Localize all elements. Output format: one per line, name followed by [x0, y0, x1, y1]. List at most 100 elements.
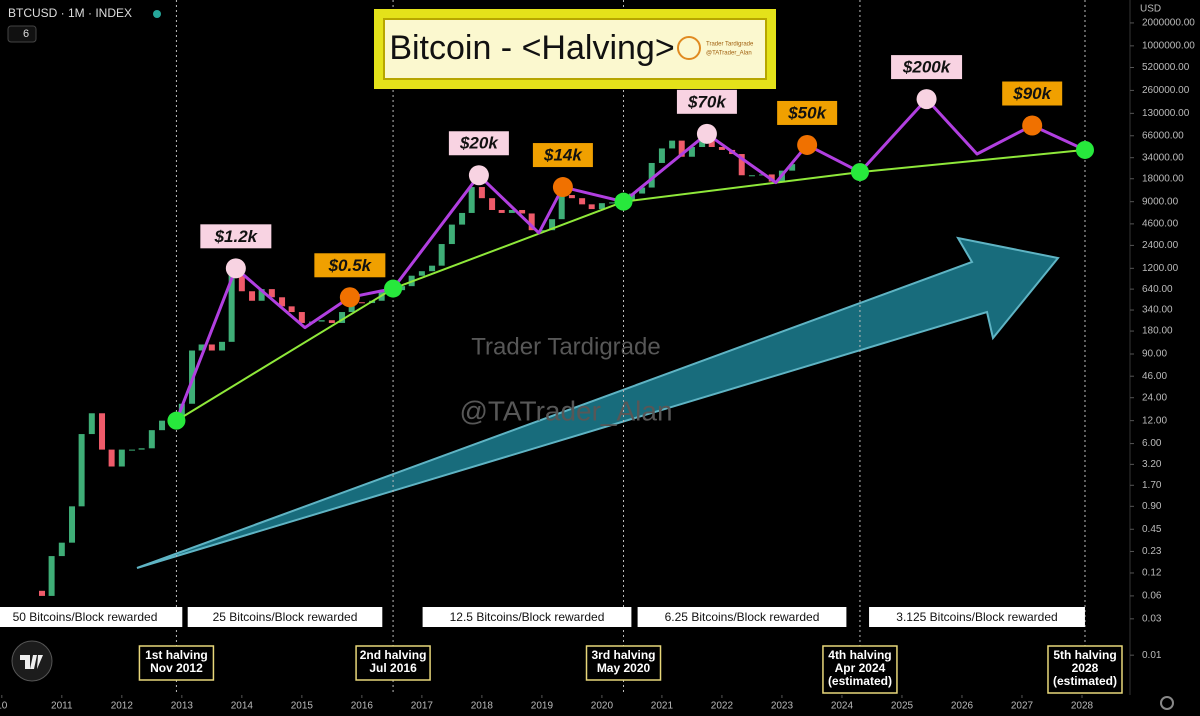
price-label-bg [532, 143, 593, 168]
candle [208, 344, 215, 351]
price-label-bg [676, 89, 737, 114]
reward-label: 25 Bitcoins/Block rewarded [213, 610, 358, 624]
halving-label-bg [138, 645, 215, 681]
candle [148, 430, 155, 449]
x-tick-label: 2020 [591, 701, 614, 712]
candle [519, 209, 526, 214]
logo-icon [677, 36, 701, 60]
x-tick-label: 2013 [171, 701, 194, 712]
candle [699, 138, 706, 147]
candle [558, 195, 565, 220]
watermark: Trader Tardigrade [471, 333, 660, 360]
reward-label: 3.125 Bitcoins/Block rewarded [896, 610, 1057, 624]
candle [708, 138, 715, 147]
price-marker [552, 177, 573, 198]
candle [789, 164, 796, 171]
y-tick-label: 520000.00 [1142, 62, 1190, 73]
price-marker [797, 134, 818, 155]
candle [609, 202, 616, 204]
price-marker [225, 258, 246, 279]
y-tick-label: 24.00 [1142, 392, 1167, 403]
x-tick-label: 10 [0, 701, 8, 712]
x-tick-label: 2023 [771, 701, 794, 712]
candle [528, 213, 535, 231]
x-tick-label: 2019 [531, 701, 554, 712]
y-tick-label: 0.01 [1142, 650, 1162, 661]
candle [238, 274, 245, 292]
watermark: @TATrader_Alan [459, 395, 672, 426]
candle [588, 204, 595, 210]
halving-label: 4th halving [828, 648, 891, 662]
halving-point [614, 192, 633, 211]
halving-label-bg [1047, 645, 1123, 694]
logo-text: Trader Tardigrade [706, 42, 754, 48]
candle [288, 306, 295, 313]
y-tick-label: 1200.00 [1142, 263, 1179, 274]
candle [718, 146, 725, 150]
reward-bg [637, 607, 847, 627]
y-tick-label: 1000000.00 [1142, 40, 1195, 51]
candle [279, 297, 286, 307]
candle [429, 265, 436, 272]
candle [478, 187, 485, 199]
x-tick-label: 2015 [291, 701, 314, 712]
candle [489, 198, 496, 210]
candle [249, 291, 256, 301]
price-label: $0.5k [328, 256, 373, 275]
y-tick-label: 0.23 [1142, 546, 1162, 557]
x-tick-label: 2027 [1011, 701, 1034, 712]
candle [118, 449, 125, 467]
candle [418, 271, 425, 276]
candle [688, 146, 695, 157]
candle [298, 312, 305, 323]
halving-label: 1st halving [145, 648, 208, 662]
y-tick-label: 340.00 [1142, 305, 1173, 316]
status-dot [153, 10, 161, 18]
price-label: $90k [1012, 84, 1052, 103]
candle [219, 341, 226, 351]
x-tick-label: 2018 [471, 701, 494, 712]
halving-label-bg [822, 645, 898, 694]
y-tick-label: 46.00 [1142, 371, 1167, 382]
y-tick-label: 66000.00 [1142, 130, 1184, 141]
candle [748, 175, 755, 177]
y-tick-label: 18000.00 [1142, 173, 1184, 184]
halving-label-bg [585, 645, 662, 681]
candle [129, 449, 136, 451]
halving-label: (estimated) [1053, 674, 1117, 688]
currency: USD [1140, 4, 1161, 15]
price-label: $200k [902, 58, 952, 77]
price-label-bg [777, 100, 838, 125]
x-tick-label: 2012 [111, 701, 134, 712]
reward-bg [869, 607, 1085, 627]
y-tick-label: 3.20 [1142, 459, 1162, 470]
candle [669, 140, 676, 149]
candle [399, 286, 406, 291]
y-tick-label: 0.06 [1142, 591, 1162, 602]
price-label: $50k [787, 103, 827, 122]
y-tick-label: 12.00 [1142, 415, 1167, 426]
settings-icon [1160, 696, 1174, 710]
candle [198, 344, 205, 351]
y-tick-label: 90.00 [1142, 349, 1167, 360]
price-marker [916, 89, 937, 110]
candle [738, 154, 745, 176]
x-tick-label: 2028 [1071, 701, 1094, 712]
reward-label: 12.5 Bitcoins/Block rewarded [450, 610, 605, 624]
halving-point [850, 163, 869, 182]
candle [448, 224, 455, 245]
y-tick-label: 4600.00 [1142, 219, 1179, 230]
candle [159, 420, 166, 431]
tv-logo-mark [20, 655, 43, 669]
candle [228, 274, 235, 342]
halving-label: (estimated) [828, 674, 892, 688]
title-box [383, 18, 767, 80]
halving-point [384, 279, 403, 298]
candle [58, 542, 65, 557]
halving-label: 2nd halving [360, 648, 427, 662]
candle [39, 590, 46, 596]
candle [568, 195, 575, 199]
halving-label: May 2020 [597, 661, 651, 675]
halving-point [1075, 140, 1094, 159]
